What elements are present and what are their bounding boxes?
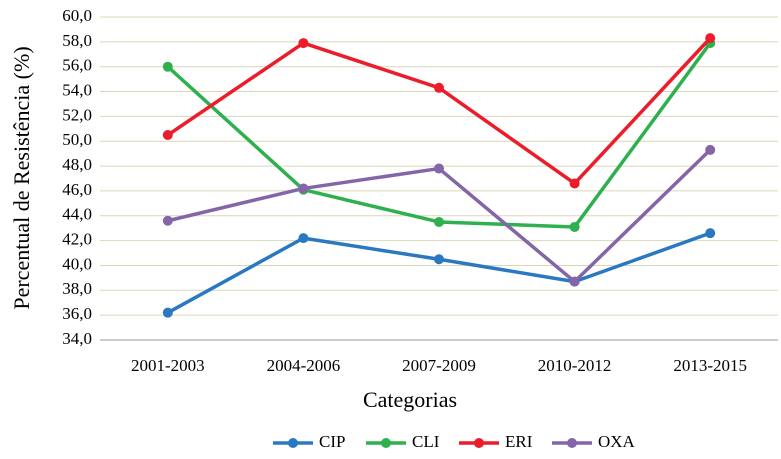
- legend-label: CLI: [412, 432, 440, 451]
- y-tick-label: 54,0: [62, 80, 92, 99]
- y-tick-label: 38,0: [62, 279, 92, 298]
- data-point: [705, 33, 716, 44]
- data-point: [569, 221, 580, 232]
- data-point: [569, 276, 580, 287]
- data-point: [298, 233, 309, 244]
- x-tick-label: 2001-2003: [131, 356, 205, 375]
- x-axis-label: Categorias: [363, 387, 457, 412]
- data-point: [434, 163, 444, 174]
- data-point: [569, 178, 580, 189]
- data-point: [434, 82, 444, 93]
- data-point: [162, 215, 173, 226]
- y-tick-label: 46,0: [62, 180, 92, 199]
- data-point: [705, 144, 716, 155]
- y-tick-label: 60,0: [62, 6, 92, 25]
- series-line: [166, 42, 712, 229]
- legend-label: ERI: [505, 432, 533, 451]
- x-tick-label: 2013-2015: [673, 356, 747, 375]
- data-point: [162, 307, 173, 318]
- y-tick-label: 40,0: [62, 254, 92, 273]
- series-line: [166, 231, 711, 315]
- x-tick-label: 2010-2012: [538, 356, 612, 375]
- data-point: [162, 61, 173, 72]
- y-tick-label: 56,0: [62, 56, 92, 75]
- y-tick-label: 36,0: [62, 304, 92, 323]
- legend-marker: [567, 438, 577, 448]
- data-point: [162, 130, 173, 141]
- y-tick-label: 34,0: [62, 329, 92, 348]
- legend-label: CIP: [319, 432, 345, 451]
- legend-label: OXA: [598, 432, 636, 451]
- x-tick-label: 2007-2009: [402, 356, 476, 375]
- legend-marker: [381, 438, 391, 448]
- y-tick-label: 58,0: [62, 31, 92, 50]
- y-axis-label: Percentual de Resistência (%): [9, 46, 34, 309]
- y-tick-label: 44,0: [62, 205, 92, 224]
- x-tick-label: 2004-2006: [267, 356, 341, 375]
- data-point: [298, 38, 309, 49]
- data-point: [705, 228, 716, 239]
- y-tick-label: 52,0: [62, 105, 92, 124]
- legend-marker: [288, 438, 298, 448]
- y-tick-label: 48,0: [62, 155, 92, 174]
- data-point: [298, 183, 309, 194]
- data-point: [434, 254, 444, 265]
- legend-marker: [474, 438, 484, 448]
- y-tick-label: 42,0: [62, 230, 92, 249]
- y-tick-label: 50,0: [62, 130, 92, 149]
- series-line: [166, 36, 712, 186]
- data-point: [434, 216, 444, 227]
